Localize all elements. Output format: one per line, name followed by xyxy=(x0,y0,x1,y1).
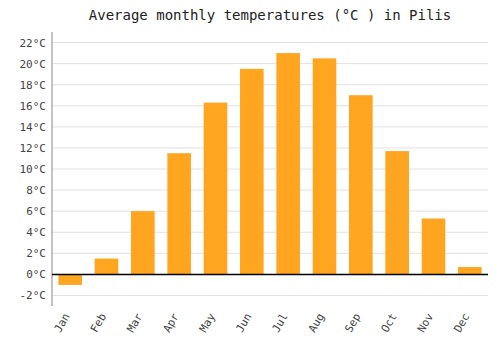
x-tick-label: Sep xyxy=(342,311,363,335)
bar xyxy=(276,53,300,274)
page: {"chart_data": {"type": "bar", "title": … xyxy=(0,0,500,350)
bar xyxy=(58,274,82,285)
bar xyxy=(204,103,228,275)
bar xyxy=(95,259,119,275)
y-axis-line xyxy=(52,32,53,306)
grid-line xyxy=(52,295,488,296)
grid xyxy=(52,43,488,296)
x-tick-label: Jul xyxy=(270,311,291,335)
grid-line xyxy=(52,190,488,191)
y-tick-label: 2°C xyxy=(26,247,46,260)
y-tick-label: 22°C xyxy=(20,37,47,50)
bar xyxy=(240,69,264,275)
grid-line xyxy=(52,63,488,64)
y-tick-label: 8°C xyxy=(26,184,46,197)
bar xyxy=(349,95,373,274)
x-tick-label: Aug xyxy=(306,311,327,335)
bars xyxy=(58,53,481,285)
zero-line xyxy=(52,274,488,276)
x-tick-label: Jan xyxy=(52,311,73,335)
title: Average monthly temperatures (°C ) in Pi… xyxy=(89,7,451,23)
y-tick-label: -2°C xyxy=(20,289,47,302)
y-tick-label: 6°C xyxy=(26,205,46,218)
y-tick-label: 14°C xyxy=(20,121,47,134)
bar xyxy=(167,153,191,274)
bar xyxy=(131,211,155,274)
x-tick-label: May xyxy=(197,311,218,335)
y-tick-label: 12°C xyxy=(20,142,47,155)
y-axis: -2°C 0°C 2°C 4°C 6°C 8°C 10°C 12°C 14°C 16°C 18°C 2… xyxy=(20,32,53,306)
grid-line xyxy=(52,42,488,43)
x-tick-label: Jun xyxy=(233,311,254,335)
y-tick-label: 10°C xyxy=(20,163,47,176)
grid-line xyxy=(52,169,488,170)
grid-line xyxy=(52,274,488,275)
grid-line xyxy=(52,126,488,127)
x-axis: Jan Feb Mar Apr May Jun Jul Aug Sep Oct Nov Dec xyxy=(52,311,473,335)
x-tick-label: Feb xyxy=(88,311,109,335)
x-tick-label: Mar xyxy=(124,311,145,335)
y-tick-label: 16°C xyxy=(20,100,47,113)
x-tick-label: Nov xyxy=(415,311,436,335)
y-tick-label: 18°C xyxy=(20,79,47,92)
bar xyxy=(313,58,337,274)
bar xyxy=(385,151,409,274)
grid-line xyxy=(52,211,488,212)
bar xyxy=(422,219,446,275)
grid-line xyxy=(52,147,488,148)
x-tick-label: Dec xyxy=(451,311,472,335)
chart: Average monthly temperatures (°C ) in Pi… xyxy=(0,0,500,350)
x-tick-label: Apr xyxy=(161,311,182,335)
bar xyxy=(458,267,482,274)
grid-line xyxy=(52,105,488,106)
y-tick-label: 0°C xyxy=(26,268,46,281)
y-tick-label: 4°C xyxy=(26,226,46,239)
y-tick-label: 20°C xyxy=(20,58,47,71)
x-tick-label: Oct xyxy=(379,311,400,335)
grid-line xyxy=(52,84,488,85)
